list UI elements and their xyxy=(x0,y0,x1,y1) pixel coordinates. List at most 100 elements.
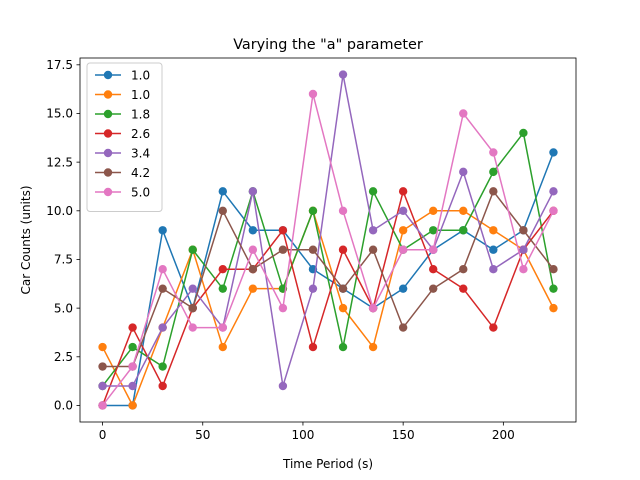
data-point xyxy=(128,381,137,391)
data-point xyxy=(398,187,408,196)
data-point xyxy=(218,265,227,274)
data-point xyxy=(338,70,348,79)
data-point xyxy=(398,284,408,293)
data-point xyxy=(398,245,408,254)
data-point xyxy=(128,401,137,410)
data-point xyxy=(429,245,438,254)
data-point xyxy=(368,303,378,313)
series-6 xyxy=(98,89,558,410)
legend-label: 3.4 xyxy=(131,146,150,160)
data-point xyxy=(429,226,438,235)
x-tick-label: 100 xyxy=(291,428,314,442)
legend-box xyxy=(86,62,163,212)
data-point xyxy=(489,265,498,274)
y-tick-label: 5.0 xyxy=(54,301,73,315)
data-point xyxy=(218,342,227,352)
data-point xyxy=(549,148,558,157)
data-point xyxy=(158,323,167,332)
data-point xyxy=(489,323,498,332)
data-point xyxy=(489,187,498,196)
axes-layer: 0 50 100 150 200 0.0 2.5 5.0 7.5 10.0 12.5 15.0 17.5 xyxy=(46,57,577,442)
legend-marker xyxy=(103,187,113,197)
legend-item: 1.8 xyxy=(95,107,150,121)
legend-item: 1.0 xyxy=(95,68,150,82)
data-point xyxy=(338,206,348,215)
data-point xyxy=(188,323,197,332)
series-3 xyxy=(98,187,558,410)
data-point xyxy=(158,226,167,235)
legend-marker xyxy=(103,148,113,158)
data-point xyxy=(368,342,378,352)
data-point xyxy=(248,226,258,235)
data-point xyxy=(218,284,227,293)
legend-label: 2.6 xyxy=(131,127,150,141)
legend-marker xyxy=(103,168,113,177)
data-point xyxy=(338,303,348,313)
data-point xyxy=(188,284,197,293)
data-point xyxy=(248,284,258,293)
data-point xyxy=(459,226,468,235)
data-point xyxy=(519,128,528,138)
data-point xyxy=(188,303,197,313)
data-point xyxy=(549,265,558,274)
series-line-1 xyxy=(101,210,555,407)
x-tick-label: 200 xyxy=(492,428,515,442)
data-point xyxy=(128,342,137,352)
data-point xyxy=(429,284,438,293)
y-axis-label: Car Counts (units) xyxy=(19,185,33,294)
data-point xyxy=(158,381,167,391)
data-point xyxy=(489,148,498,157)
data-point xyxy=(549,206,558,215)
data-point xyxy=(278,381,288,391)
legend-marker xyxy=(103,70,113,80)
data-point xyxy=(308,89,318,99)
x-axis-label: Time Period (s) xyxy=(282,457,373,471)
y-tick-label: 0.0 xyxy=(54,399,73,413)
data-point xyxy=(218,206,227,215)
series-layer xyxy=(98,70,558,410)
series-line-6 xyxy=(101,93,555,406)
data-point xyxy=(308,342,318,352)
plot-frame xyxy=(79,57,577,423)
data-point xyxy=(459,265,468,274)
x-tick-label: 0 xyxy=(99,428,107,442)
data-point xyxy=(308,284,318,293)
legend-item: 2.6 xyxy=(95,127,150,141)
y-tick-label: 2.5 xyxy=(54,350,73,364)
data-point xyxy=(248,265,258,274)
legend-label: 4.2 xyxy=(131,166,150,180)
data-point xyxy=(338,342,348,352)
data-point xyxy=(338,284,348,293)
data-point xyxy=(368,226,378,235)
data-point xyxy=(489,226,498,235)
legend-item: 4.2 xyxy=(95,166,150,180)
y-tick-label: 17.5 xyxy=(46,58,73,72)
data-point xyxy=(489,245,498,254)
data-point xyxy=(278,245,288,254)
data-point xyxy=(429,265,438,274)
legend-item: 5.0 xyxy=(95,185,150,199)
data-point xyxy=(248,245,258,254)
series-line-4 xyxy=(102,73,555,387)
data-point xyxy=(429,206,438,215)
legend: 1.0 1.0 1.8 2.6 3.4 4.2 5.0 xyxy=(86,62,163,212)
data-point xyxy=(519,245,528,254)
data-point xyxy=(549,187,558,196)
data-point xyxy=(158,265,167,274)
data-point xyxy=(128,323,137,332)
legend-label: 1.8 xyxy=(131,107,150,121)
data-point xyxy=(398,226,408,235)
x-tick-label: 150 xyxy=(392,428,415,442)
legend-label: 1.0 xyxy=(131,88,150,102)
series-1 xyxy=(98,206,558,410)
data-point xyxy=(218,323,227,332)
data-point xyxy=(158,362,167,371)
data-point xyxy=(188,245,197,254)
data-point xyxy=(308,245,318,254)
legend-label: 1.0 xyxy=(131,68,150,82)
chart-title: Varying the "a" parameter xyxy=(233,37,423,53)
y-tick-label: 15.0 xyxy=(46,107,73,121)
legend-marker xyxy=(103,109,113,119)
data-point xyxy=(519,265,528,274)
